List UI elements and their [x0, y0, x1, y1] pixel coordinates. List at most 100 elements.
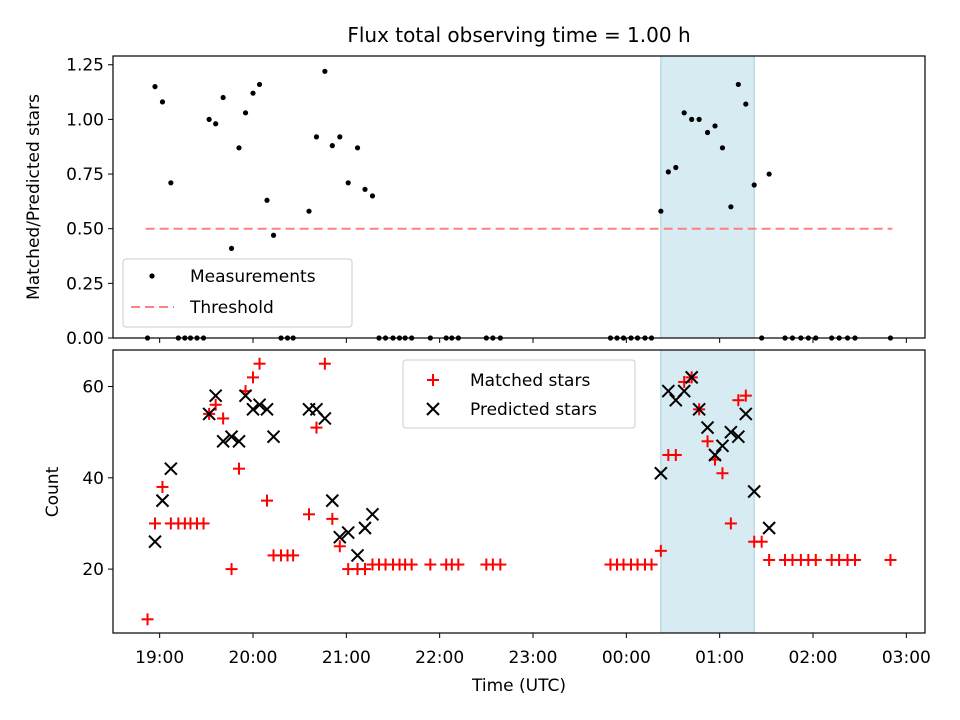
- matched-star-point: [809, 553, 822, 566]
- x-tick-label: 19:00: [135, 648, 184, 668]
- predicted-star-point: [238, 388, 253, 403]
- matched-star-point: [669, 448, 682, 461]
- matched-star-point: [287, 549, 300, 562]
- predicted-star-point: [350, 548, 365, 563]
- measurement-point: [159, 99, 166, 105]
- y-tick-label: 0.75: [66, 165, 104, 185]
- y-tick-label: 0.50: [66, 220, 104, 240]
- y-tick-label: 1.00: [66, 110, 104, 130]
- x-tick-label: 22:00: [415, 648, 464, 668]
- matched-star-point: [333, 540, 346, 553]
- x-tick-label: 21:00: [322, 648, 371, 668]
- y-tick-label: 40: [82, 469, 104, 489]
- x-tick-label: 00:00: [602, 648, 651, 668]
- measurement-point: [329, 143, 335, 149]
- matched-star-point: [732, 394, 745, 407]
- matched-star-point: [424, 558, 437, 571]
- count-points: [141, 357, 897, 626]
- measurement-point: [313, 134, 320, 140]
- matched-star-point: [763, 553, 776, 566]
- matched-star-point: [359, 563, 371, 576]
- measurement-point: [673, 164, 679, 171]
- measurement-point: [168, 180, 174, 186]
- matched-star-point: [156, 480, 169, 493]
- x-axis-label: Time (UTC): [471, 676, 566, 696]
- bottom-y-axis-label: Count: [43, 466, 63, 517]
- matched-star-point: [755, 535, 768, 548]
- top-highlight-band: [660, 55, 755, 339]
- predicted-star-point: [365, 507, 380, 522]
- predicted-star-point: [731, 430, 746, 444]
- matched-star-point: [149, 517, 161, 530]
- predicted-star-point: [715, 439, 730, 453]
- legend-predicted-marker: [426, 402, 440, 416]
- x-tick-label: 03:00: [882, 648, 931, 668]
- predicted-star-point: [333, 530, 347, 544]
- predicted-star-point: [654, 466, 668, 480]
- predicted-star-point: [164, 461, 178, 476]
- predicted-star-point: [208, 388, 223, 403]
- x-tick-label: 02:00: [789, 648, 838, 668]
- measurement-point: [220, 94, 226, 101]
- measurement-point: [250, 90, 256, 96]
- bottom-legend-box: [402, 359, 636, 429]
- predicted-star-point: [318, 411, 332, 426]
- measurement-point: [345, 180, 351, 186]
- matched-star-point: [884, 553, 897, 566]
- matched-star-point: [326, 512, 339, 525]
- predicted-star-point: [700, 420, 715, 435]
- measurement-point: [728, 204, 734, 210]
- measurement-points: [144, 68, 894, 341]
- measurement-point: [306, 208, 312, 214]
- top-y-ticks: 0.00 0.25 0.50 0.75 1.00 1.25: [66, 56, 113, 349]
- bottom-legend: Matched stars Predicted stars: [402, 359, 636, 429]
- top-legend: Measurements Threshold: [122, 258, 353, 328]
- predicted-star-point: [341, 525, 355, 540]
- measurement-point: [704, 129, 711, 136]
- measurement-point: [152, 84, 158, 90]
- matched-star-point: [261, 494, 273, 507]
- predicted-star-point: [739, 407, 753, 421]
- measurement-point: [354, 145, 361, 151]
- legend-threshold-label: Threshold: [189, 298, 274, 318]
- x-tick-label: 01:00: [695, 648, 744, 668]
- matched-star-point: [247, 371, 259, 384]
- predicted-star-point: [684, 370, 699, 385]
- predicted-star-point: [692, 402, 706, 417]
- matched-star-point: [654, 544, 667, 557]
- predicted-star-point: [216, 434, 230, 448]
- predicted-star-point: [677, 384, 691, 398]
- measurement-point: [719, 145, 726, 151]
- y-tick-label: 20: [82, 560, 104, 580]
- predicted-star-point: [155, 493, 170, 508]
- predicted-star-point: [148, 535, 162, 549]
- matched-star-point: [494, 558, 507, 571]
- measurement-point: [369, 193, 376, 199]
- measurement-point: [337, 134, 343, 140]
- legend-measurements-label: Measurements: [190, 267, 316, 287]
- predicted-star-point: [762, 521, 776, 535]
- measurement-point: [696, 116, 702, 122]
- measurement-point: [766, 171, 772, 177]
- y-tick-label: 1.25: [66, 56, 104, 76]
- predicted-star-point: [661, 384, 676, 398]
- measurement-point: [735, 81, 741, 88]
- measurement-point: [322, 68, 328, 74]
- predicted-star-point: [224, 430, 239, 444]
- x-tick-label: 23:00: [509, 648, 558, 668]
- x-tick-label: 20:00: [229, 648, 278, 668]
- measurement-point: [689, 116, 695, 122]
- bottom-axes-frame: [112, 349, 926, 634]
- matched-star-point: [452, 558, 465, 571]
- measurement-point: [213, 121, 219, 127]
- matched-star-point: [318, 357, 331, 370]
- y-tick-label: 0.00: [66, 329, 104, 349]
- predicted-star-point: [232, 434, 246, 448]
- measurement-point: [751, 182, 757, 188]
- matched-star-point: [303, 508, 315, 521]
- predicted-star-point: [252, 398, 267, 412]
- predicted-star-point: [246, 402, 260, 417]
- predicted-star-point: [260, 402, 274, 417]
- predicted-star-point: [266, 430, 281, 444]
